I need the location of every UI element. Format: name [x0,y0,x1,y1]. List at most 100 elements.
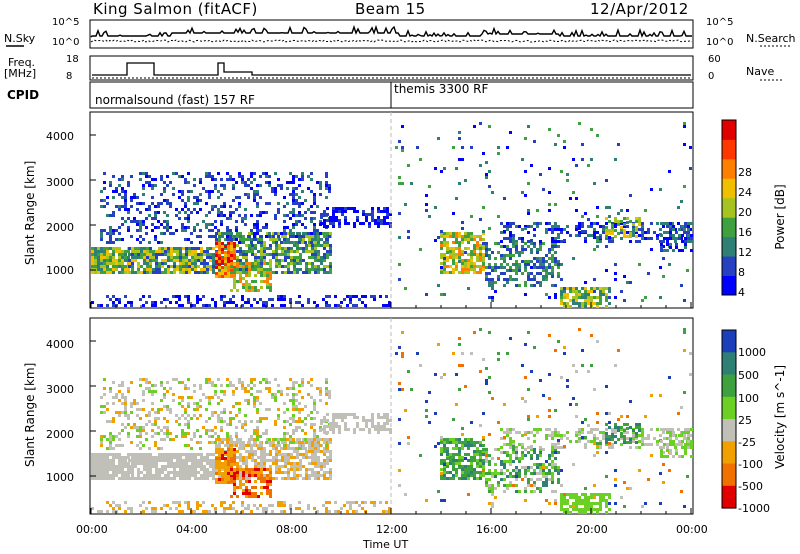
power-cell [184,205,187,208]
velocity-cell [455,468,458,471]
velocity-cell [611,430,614,433]
power-cell [383,207,386,210]
power-cell [659,188,662,191]
power-cell [470,265,473,268]
velocity-cell [154,444,157,447]
velocity-cell [94,471,97,474]
power-cell [178,217,181,220]
velocity-cell [596,421,599,424]
velocity-cell [596,502,599,505]
velocity-cell [506,431,509,434]
velocity-cell [443,471,446,474]
power-cell [265,202,268,205]
velocity-cell [298,438,301,441]
velocity-cell [248,492,251,495]
power-cell [211,208,214,211]
power-cell [590,299,593,302]
velocity-cell [187,405,190,408]
power-cell [314,268,317,271]
velocity-cell [560,484,563,487]
velocity-cell [230,475,233,478]
velocity-cell [94,465,97,468]
velocity-cell [482,448,485,451]
velocity-cell [656,440,659,443]
power-cell [650,248,653,251]
power-cell [554,245,557,248]
velocity-cell [172,393,175,396]
power-cell [244,214,247,217]
power-cell [629,281,632,284]
power-cell [536,225,539,228]
velocity-cell [229,420,232,423]
velocity-cell [325,387,328,390]
velocity-cell [500,446,503,449]
velocity-cell [148,447,151,450]
velocity-cell [131,465,134,468]
power-cell [503,278,506,281]
power-cell [200,256,203,259]
power-cell [662,240,665,243]
power-cell [205,223,208,226]
power-cell [164,247,167,250]
power-cell [491,266,494,269]
power-cell [295,175,298,178]
velocity-cell [323,471,326,474]
power-cell [127,184,130,187]
power-cell [527,260,530,263]
velocity-cell [452,418,455,421]
velocity-cell [178,396,181,399]
power-cell [485,254,488,257]
power-cell [215,272,218,275]
velocity-cell [524,343,527,346]
velocity-cell [173,474,176,477]
velocity-cell [323,416,326,419]
velocity-cell [605,428,608,431]
power-cell [458,260,461,263]
power-cell [593,222,596,225]
power-cell [185,256,188,259]
velocity-cell [206,474,209,477]
power-cell [250,175,253,178]
power-cell [226,178,229,181]
power-cell [539,173,542,176]
power-cell [581,215,584,218]
velocity-cell [233,492,236,495]
power-cell [106,250,109,253]
velocity-cell [124,465,127,468]
power-cell [599,240,602,243]
velocity-cell [560,437,563,440]
velocity-cell [467,477,470,480]
power-cell [443,241,446,244]
velocity-cell [143,453,146,456]
velocity-cell [238,408,241,411]
velocity-cell [256,435,259,438]
power-cell [452,146,455,149]
power-cell [244,208,247,211]
velocity-cell [548,434,551,437]
velocity-cell [118,456,121,459]
power-cell [200,262,203,265]
velocity-cell [305,474,308,477]
power-cell [239,265,242,268]
velocity-cell [458,343,461,346]
velocity-cell [611,428,614,431]
power-cell [154,205,157,208]
power-cell [227,248,230,251]
velocity-cell [548,463,551,466]
power-cell [253,226,256,229]
power-cell [395,146,398,149]
velocity-cell [344,416,347,419]
power-cell [362,222,365,225]
power-cell [173,268,176,271]
velocity-cell [199,405,202,408]
power-cell [103,265,106,268]
velocity-cell [209,462,212,465]
velocity-cell [304,432,307,435]
power-cell [151,202,154,205]
power-cell [236,268,239,271]
velocity-cell [596,428,599,431]
velocity-cell [533,451,536,454]
power-cell [524,194,527,197]
velocity-cell [121,411,124,414]
power-cell [683,228,686,231]
